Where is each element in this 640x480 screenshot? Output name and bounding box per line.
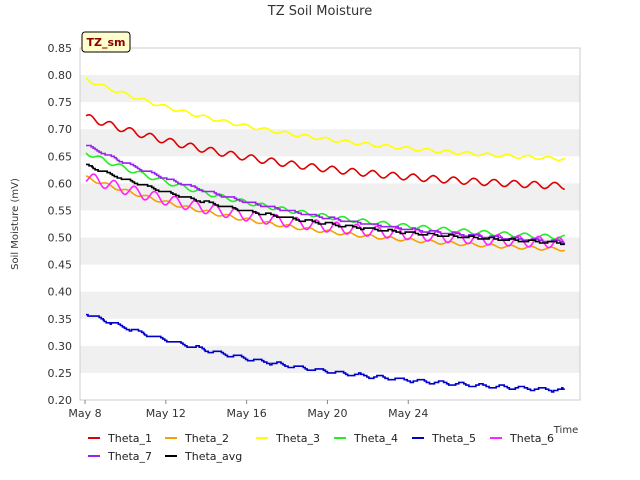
series-lines [85,77,566,393]
y-tick-label: 0.60 [48,177,73,190]
y-tick-label: 0.30 [48,340,73,353]
legend-label: Theta_avg [184,450,242,463]
x-tick-label: May 20 [307,407,347,420]
y-tick-label: 0.80 [48,69,73,82]
grid-band [80,183,580,211]
plot-area [79,47,581,401]
legend-item-theta-3[interactable]: Theta_3 [256,432,320,445]
x-tick-label: May 16 [227,407,267,420]
legend-label: Theta_7 [107,450,152,463]
site-label: TZ_sm [87,36,126,49]
y-tick-label: 0.70 [48,123,73,136]
y-tick-label: 0.65 [48,150,73,163]
series-line-theta-avg [86,163,565,246]
grid-bands [80,75,580,373]
y-tick-label: 0.20 [48,394,73,407]
series-line-theta-1 [85,113,565,191]
y-axis-label: Soil Moisture (mV) [10,178,21,270]
legend-label: Theta_6 [509,432,554,445]
legend-item-theta-4[interactable]: Theta_4 [334,432,398,445]
y-tick-label: 0.40 [48,286,73,299]
series-line-theta-6 [85,173,566,249]
series-line-theta-4 [85,152,565,241]
y-tick-label: 0.75 [48,96,73,109]
site-label-box: TZ_sm [81,31,131,53]
x-axis-label: Time [553,425,578,436]
grid-band [80,129,580,157]
legend-item-theta-2[interactable]: Theta_2 [165,432,229,445]
x-axis-ticks: May 8 May 12 May 16 May 20 May 24 [68,400,428,420]
x-tick-label: May 24 [388,407,428,420]
y-tick-label: 0.25 [48,367,73,380]
series-line-theta-5 [86,313,565,393]
legend-item-theta-6[interactable]: Theta_6 [490,432,554,445]
y-tick-label: 0.45 [48,259,73,272]
legend-item-theta-5[interactable]: Theta_5 [412,432,476,445]
legend-label: Theta_5 [431,432,476,445]
legend-item-theta-7[interactable]: Theta_7 [88,450,152,463]
series-line-theta-7 [86,144,565,244]
legend-label: Theta_3 [275,432,320,445]
y-axis-ticks: 0.20 0.25 0.30 0.35 0.40 0.45 0.50 0.55 0.60 0.65… [48,42,73,407]
grid-band [80,75,580,103]
y-tick-label: 0.50 [48,232,73,245]
legend-item-theta-1[interactable]: Theta_1 [88,432,152,445]
legend-label: Theta_2 [184,432,229,445]
legend: Theta_1 Theta_2 Theta_3 Theta_4 Theta_5 Theta… [88,432,554,463]
grid-band [80,237,580,265]
chart-title: TZ Soil Moisture [267,4,373,19]
series-line-theta-3 [85,77,566,162]
legend-item-theta-avg[interactable]: Theta_avg [165,450,242,463]
grid-band [80,291,580,319]
x-tick-label: May 12 [146,407,186,420]
legend-label: Theta_4 [353,432,398,445]
legend-label: Theta_1 [107,432,152,445]
y-tick-label: 0.55 [48,204,73,217]
y-tick-label: 0.85 [48,42,73,55]
y-tick-label: 0.35 [48,313,73,326]
grid-band [80,345,580,373]
x-tick-label: May 8 [68,407,101,420]
